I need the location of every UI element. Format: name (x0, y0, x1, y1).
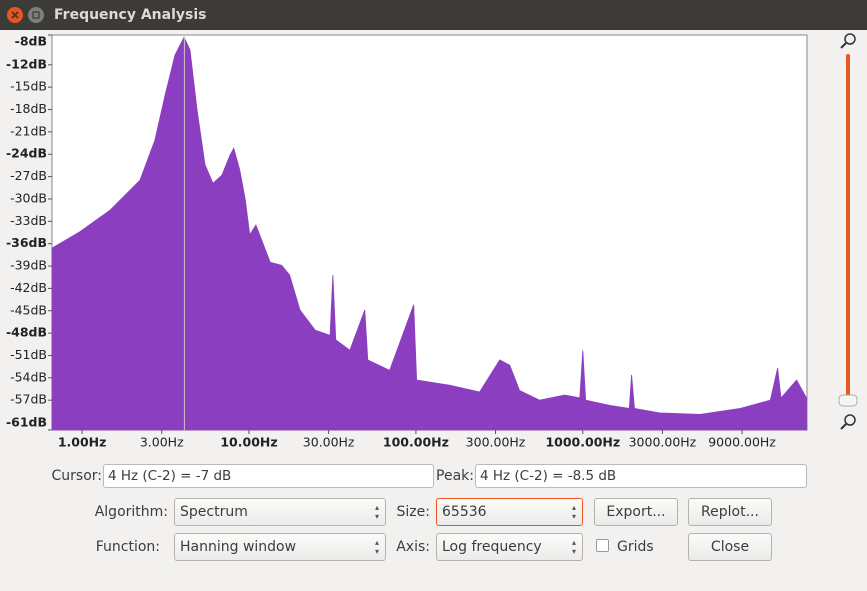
y-tick-label: -8dB (15, 34, 47, 49)
x-tick-label: 1.00Hz (58, 435, 107, 450)
x-tick-label: 1000.00Hz (545, 435, 620, 450)
grids-checkbox[interactable] (596, 539, 609, 552)
zoom-out-icon[interactable] (844, 414, 856, 426)
x-tick-label: 9000.00Hz (708, 435, 776, 450)
y-tick-label: -51dB (10, 347, 47, 362)
x-tick-label: 3.00Hz (140, 435, 184, 450)
y-tick-label: -27dB (10, 168, 47, 183)
grids-label: Grids (617, 539, 654, 555)
y-tick-label: -24dB (6, 146, 47, 161)
cursor-label: Cursor: (51, 468, 103, 484)
y-tick-label: -45dB (10, 302, 47, 317)
close-button[interactable]: Close (688, 533, 772, 561)
replot-button[interactable]: Replot... (688, 498, 772, 526)
y-tick-label: -54dB (10, 369, 47, 384)
zoom-in-icon[interactable] (844, 33, 856, 45)
x-tick-label: 10.00Hz (220, 435, 277, 450)
algorithm-combo[interactable]: Spectrum (174, 498, 386, 526)
export-button[interactable]: Export... (594, 498, 678, 526)
y-tick-label: -30dB (10, 190, 47, 205)
peak-label: Peak: (436, 468, 474, 484)
size-label: Size: (396, 504, 430, 520)
zoom-out-handle (840, 423, 847, 430)
x-tick-label: 3000.00Hz (629, 435, 697, 450)
minimize-icon (32, 11, 40, 19)
y-tick-label: -48dB (6, 325, 47, 340)
slider-thumb[interactable] (838, 394, 858, 407)
minimize-window-button[interactable] (28, 7, 44, 23)
peak-field[interactable]: 4 Hz (C-2) = -8.5 dB (475, 464, 807, 488)
x-tick-label: 100.00Hz (383, 435, 449, 450)
y-tick-label: -39dB (10, 258, 47, 273)
y-tick-label: -15dB (10, 79, 47, 94)
y-tick-label: -21dB (10, 123, 47, 138)
y-tick-label: -18dB (10, 101, 47, 116)
title-bar (0, 0, 867, 30)
y-tick-label: -61dB (6, 415, 47, 430)
window-title: Frequency Analysis (54, 7, 206, 23)
close-icon (11, 11, 19, 19)
y-tick-label: -12dB (6, 56, 47, 71)
x-tick-label: 300.00Hz (466, 435, 526, 450)
cursor-field[interactable]: 4 Hz (C-2) = -7 dB (103, 464, 434, 488)
spectrum-area (51, 36, 807, 431)
y-tick-label: -57dB (10, 392, 47, 407)
zoom-slider[interactable] (838, 33, 858, 430)
y-tick-label: -33dB (10, 213, 47, 228)
function-combo[interactable]: Hanning window (174, 533, 386, 561)
x-tick-label: 30.00Hz (303, 435, 355, 450)
size-combo[interactable]: 65536 (436, 498, 583, 526)
algorithm-label: Algorithm: (94, 504, 168, 520)
zoom-in-handle (840, 42, 847, 49)
y-tick-label: -42dB (10, 280, 47, 295)
axis-label: Axis: (396, 539, 430, 555)
function-label: Function: (95, 539, 160, 555)
axis-combo[interactable]: Log frequency (436, 533, 583, 561)
y-tick-label: -36dB (6, 235, 47, 250)
